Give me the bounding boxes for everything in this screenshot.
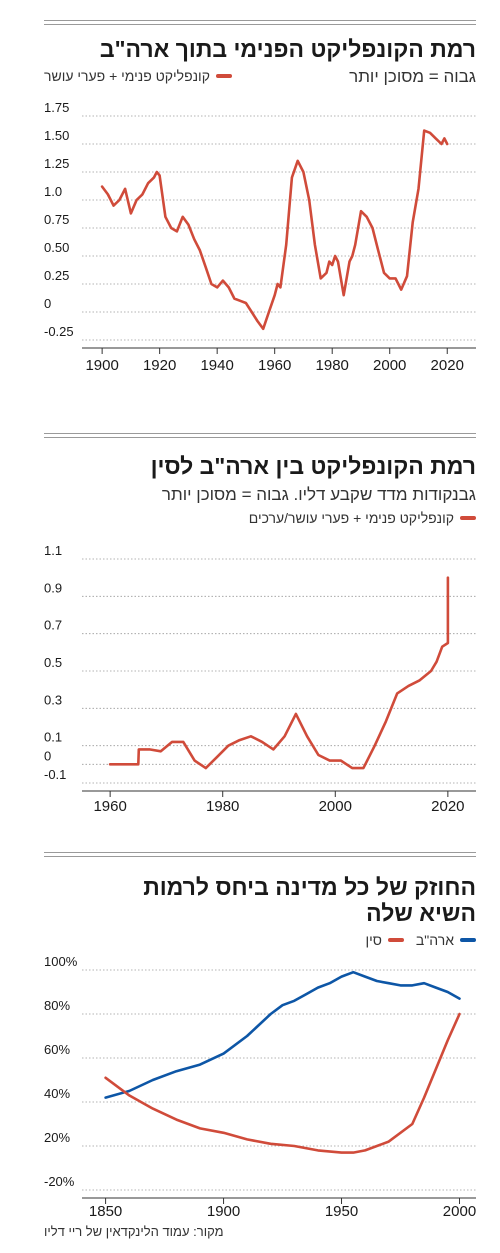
y-tick-label: 0 [44,296,51,311]
panel-relative-strength: החוזק של כל מדינה ביחס לרמות השיא שלה אר… [44,852,476,1222]
legend-label-china: סין [365,932,382,948]
x-tick-label: 1920 [143,357,176,374]
y-tick-label: 0.7 [44,618,62,633]
chart-title: החוזק של כל מדינה ביחס לרמות השיא שלה [143,874,476,926]
chart-subtitle: גבוה = מסוכן יותר [349,67,476,86]
y-tick-label: -20% [44,1174,75,1189]
x-tick-label: 1900 [207,1203,240,1220]
x-tick-label: 1980 [316,357,349,374]
x-tick-label: 1950 [325,1203,358,1220]
y-tick-label: 100% [44,954,78,969]
series-line-0 [108,576,450,770]
y-tick-label: 1.50 [44,128,69,143]
chart-legend: קונפליקט פנימי + פערי עושר [44,68,232,84]
panel-top-rule-2 [44,437,476,438]
source-note: מקור: עמוד הלינקדאין של ריי דליו [44,1224,224,1239]
y-tick-label: 0.1 [44,730,62,745]
chart-title: רמת הקונפליקט בין ארה"ב לסין [150,453,476,479]
chart-legend: קונפליקט פנימי + פערי עושר/ערכים [249,510,476,526]
y-tick-label: -0.25 [44,324,74,339]
chart-title: רמת הקונפליקט הפנימי בתוך ארה"ב [99,36,476,62]
y-tick-label: 1.0 [44,184,62,199]
y-tick-label: -0.1 [44,767,66,782]
x-tick-label: 1980 [206,798,239,815]
panel-top-rule [44,433,476,434]
series-line-0 [104,970,461,1099]
x-tick-label: 2020 [431,798,464,815]
panel-us-china-conflict: רמת הקונפליקט בין ארה"ב לסין גבנקודות מד… [44,433,476,815]
y-tick-label: 1.1 [44,543,62,558]
y-tick-label: 0.3 [44,692,62,707]
chart-us-china: -0.1 0 0.1 0.3 0.5 0.7 0.9 1.1 1960 1980 2000 2020 [44,543,476,815]
y-tick-label: 1.75 [44,100,69,115]
y-tick-label: 0.9 [44,580,62,595]
series-line-1 [104,1012,461,1154]
legend-swatch [460,516,476,520]
x-tick-label: 1960 [93,798,126,815]
chart-relative-strength: -20% 20% 40% 60% 80% 100% 1850 1900 1950 2000 [44,954,476,1220]
x-tick-label: 1960 [258,357,291,374]
chart-legend: ארה"ב סין [365,932,476,948]
panel-top-rule [44,20,476,21]
y-tick-label: 0.5 [44,655,62,670]
y-tick-label: 1.25 [44,156,69,171]
legend-swatch-china [387,938,404,942]
chart-us-internal: -0.25 0 0.25 0.50 0.75 1.0 1.25 1.50 1.75 1900 192… [44,100,476,374]
legend-label: קונפליקט פנימי + פערי עושר/ערכים [248,510,454,526]
y-tick-label: 20% [44,1130,70,1145]
y-tick-label: 0 [44,748,51,763]
y-tick-label: 0.50 [44,240,69,255]
panel-top-rule-2 [44,856,476,857]
panel-top-rule-2 [44,24,476,25]
y-tick-label: 40% [44,1086,70,1101]
x-tick-label: 1900 [85,357,118,374]
x-tick-label: 2000 [319,798,352,815]
panel-top-rule [44,852,476,853]
chart-subtitle: גבנקודות מדד שקבע דליו. גבוה = מסוכן יות… [161,485,476,504]
y-tick-label: 60% [44,1042,70,1057]
y-tick-label: 0.75 [44,212,69,227]
legend-label-us: ארה"ב [415,932,454,948]
panel-us-internal-conflict: רמת הקונפליקט הפנימי בתוך ארה"ב גבוה = מ… [44,20,476,400]
legend-swatch-us [460,938,476,942]
legend-swatch [215,74,232,78]
legend-label: קונפליקט פנימי + פערי עושר [44,68,210,84]
series-line-0 [100,129,449,331]
x-tick-label: 2020 [431,357,464,374]
y-tick-label: 80% [44,998,70,1013]
x-tick-label: 2000 [373,357,406,374]
x-tick-label: 1850 [89,1203,122,1220]
x-tick-label: 1940 [200,357,233,374]
x-tick-label: 2000 [443,1203,476,1220]
y-tick-label: 0.25 [44,268,69,283]
